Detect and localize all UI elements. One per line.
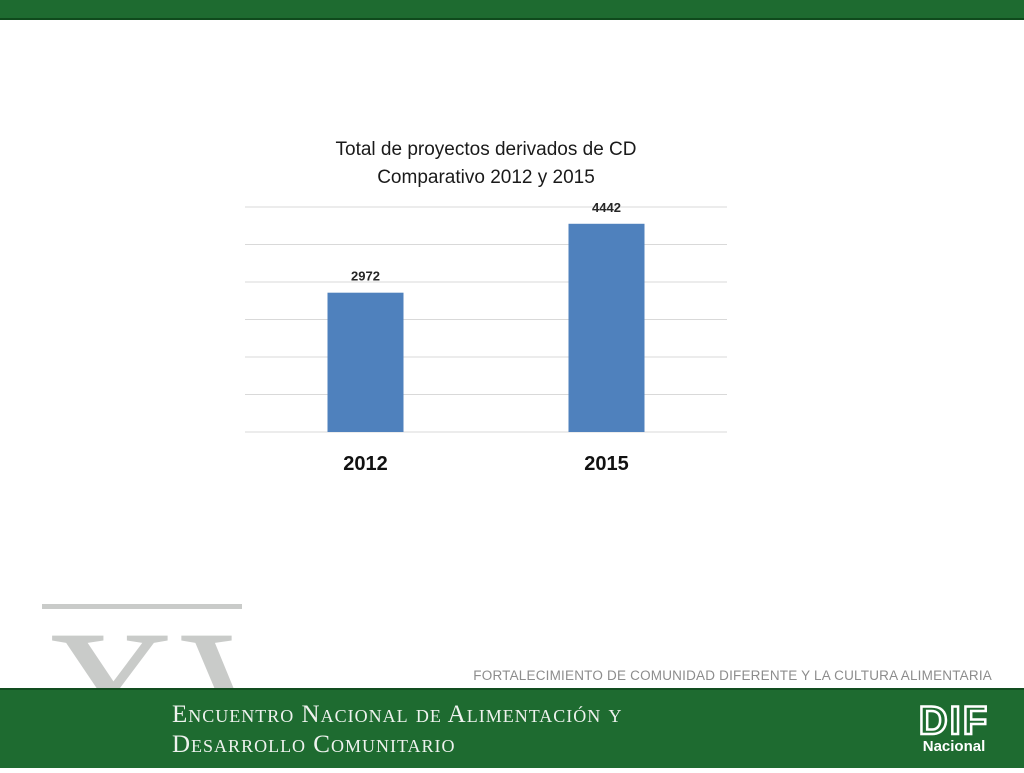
event-name-line-1: Encuentro Nacional de Alimentación y bbox=[172, 701, 623, 728]
dif-logo: DIF bbox=[914, 698, 994, 760]
chart-title-line-2: Comparativo 2012 y 2015 bbox=[377, 167, 595, 188]
top-banner bbox=[0, 0, 1024, 20]
bottom-banner bbox=[0, 688, 1024, 768]
x-tick-label-2012: 2012 bbox=[343, 453, 388, 475]
data-label-2015: 4442 bbox=[592, 200, 621, 215]
chart-title-line-1: Total de proyectos derivados de CD bbox=[335, 139, 637, 160]
chart-canvas: 2972 2012 4442 2015 bbox=[245, 200, 727, 475]
bar-2015 bbox=[568, 223, 645, 432]
event-name-line-2: Desarrollo Comunitario bbox=[172, 731, 456, 758]
chart-title: Total de proyectos derivados de CD Compa… bbox=[245, 136, 727, 192]
program-name: FORTALECIMIENTO DE COMUNIDAD DIFERENTE Y… bbox=[473, 668, 992, 683]
x-tick-label-2015: 2015 bbox=[584, 453, 629, 475]
dif-logo-letters: DIF bbox=[919, 699, 989, 738]
data-label-2012: 2972 bbox=[351, 269, 380, 284]
bar-2012 bbox=[327, 292, 404, 432]
event-name: Encuentro Nacional de Alimentación y Des… bbox=[172, 700, 623, 760]
bar-chart: 2972 2012 4442 2015 bbox=[230, 200, 750, 495]
dif-logo-subtitle: Nacional bbox=[922, 738, 986, 755]
